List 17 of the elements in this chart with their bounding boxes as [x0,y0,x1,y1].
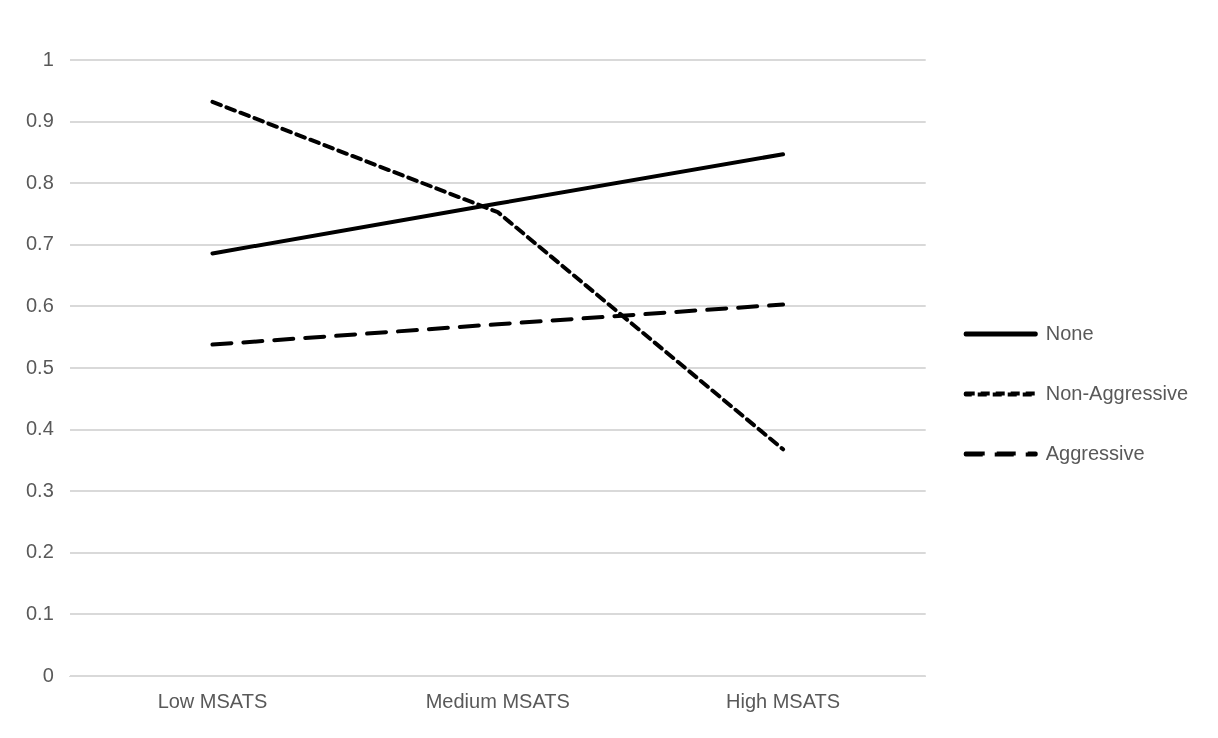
y-tick-label: 0.8 [25,170,54,193]
y-tick-label: 0.9 [25,109,54,132]
legend-label: Aggressive [1045,441,1145,464]
x-tick-label: High MSATS [726,689,841,712]
y-tick-label: 0.3 [25,478,54,501]
y-tick-label: 0.6 [25,293,54,316]
y-tick-label: 0.2 [25,540,54,563]
y-tick-label: 0.7 [25,232,54,255]
x-tick-label: Medium MSATS [425,689,570,712]
legend-label: Non-Aggressive [1045,381,1189,404]
y-tick-label: 0.5 [25,355,54,378]
legend-label: None [1045,321,1094,344]
y-tick-label: 0.4 [25,417,54,440]
x-tick-label: Low MSATS [157,689,268,712]
y-tick-label: 0 [42,663,54,686]
y-tick-label: 0.1 [25,601,54,624]
y-tick-label: 1 [42,47,54,70]
